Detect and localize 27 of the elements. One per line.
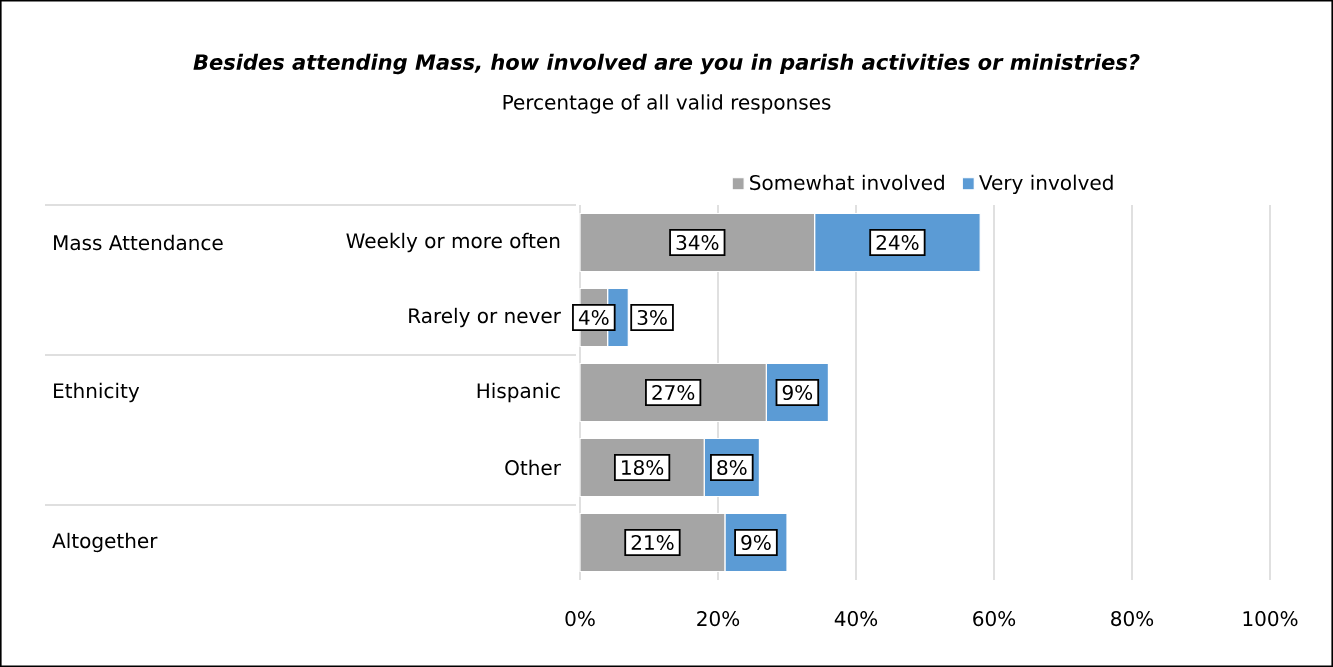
data-label: 21% [631, 534, 674, 551]
y-tick-label: Rarely or never [409, 307, 561, 328]
data-label: 24% [876, 234, 919, 251]
data-label: 3% [637, 309, 667, 326]
x-tick-label: 40% [834, 611, 878, 627]
text: Ethnicity [54, 382, 140, 403]
text: Mass Attendance [54, 234, 223, 251]
x-tick-label: 0% [565, 611, 595, 627]
y-tick-label: Other [505, 459, 561, 476]
chart-title: Besides attending Mass, how involved are you in parish activities or ministries? [193, 53, 1140, 75]
x-tick-label: 60% [973, 611, 1016, 627]
data-label: 4% [578, 309, 609, 326]
x-tick-label: 20% [697, 611, 740, 627]
data-label: 9% [782, 384, 813, 401]
data-label: 27% [652, 384, 695, 401]
chart-subtitle: Percentage of all valid responses [503, 94, 831, 114]
x-tick-label: 100% [1243, 611, 1298, 627]
data-label: 8% [717, 459, 747, 476]
data-label: 34% [676, 234, 719, 251]
legend-label: Somewhat involved [750, 174, 944, 191]
y-tick-label: Weekly or more often [346, 232, 560, 253]
text: Altogether [52, 532, 158, 553]
y-tick-label: Hispanic [477, 382, 560, 403]
x-tick-label: 80% [1111, 611, 1154, 627]
legend-label: Very involved [979, 174, 1113, 195]
data-label: 9% [741, 534, 771, 551]
data-label: 18% [622, 459, 664, 476]
